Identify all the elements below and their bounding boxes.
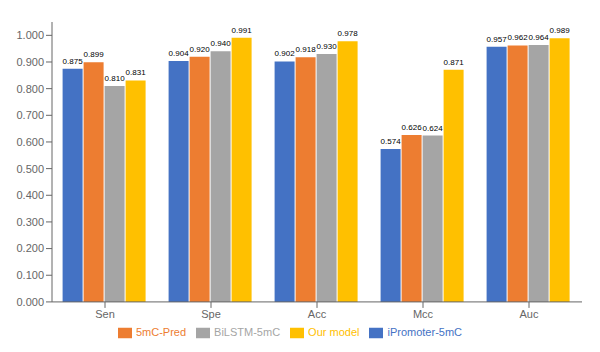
svg-text:0.500: 0.500 [16,163,44,175]
svg-text:0.810: 0.810 [105,74,126,83]
svg-text:0.800: 0.800 [16,83,44,95]
svg-text:Spe: Spe [201,308,221,320]
svg-text:0.400: 0.400 [16,189,44,201]
svg-text:0.200: 0.200 [16,242,44,254]
svg-text:0.875: 0.875 [63,57,84,66]
svg-text:0.989: 0.989 [550,26,571,35]
svg-text:Sen: Sen [95,308,115,320]
svg-text:0.991: 0.991 [232,26,253,35]
svg-text:0.626: 0.626 [402,123,423,132]
svg-text:0.000: 0.000 [16,296,44,308]
svg-text:0.300: 0.300 [16,216,44,228]
svg-text:Auc: Auc [520,308,539,320]
svg-text:0.957: 0.957 [487,35,508,44]
svg-text:0.904: 0.904 [169,49,190,58]
svg-text:0.100: 0.100 [16,269,44,281]
svg-text:0.900: 0.900 [16,56,44,68]
html-text:Our model: Our model [308,325,360,338]
svg-text:0.831: 0.831 [126,68,147,77]
svg-text:0.930: 0.930 [317,42,338,51]
svg-text:0.700: 0.700 [16,109,44,121]
svg-text:Mcc: Mcc [413,308,434,320]
svg-text:0.871: 0.871 [444,58,465,67]
svg-text:Acc: Acc [308,308,327,320]
svg-text:0.899: 0.899 [84,50,105,59]
svg-text:0.918: 0.918 [296,45,317,54]
svg-text:0.600: 0.600 [16,136,44,148]
svg-text:0.964: 0.964 [529,33,550,42]
html-text:5mC-Pred: 5mC-Pred [136,325,187,338]
svg-text:0.962: 0.962 [508,33,529,42]
html-text:BiLSTM-5mC: BiLSTM-5mC [214,325,281,338]
svg-text:0.940: 0.940 [211,39,232,48]
html-text:iPromoter-5mC: iPromoter-5mC [387,325,462,338]
svg-text:0.574: 0.574 [381,137,402,146]
svg-text:0.902: 0.902 [275,49,296,58]
svg-text:1.000: 1.000 [16,29,44,41]
svg-text:0.978: 0.978 [338,29,359,38]
svg-text:0.624: 0.624 [423,124,444,133]
svg-text:0.920: 0.920 [190,45,211,54]
